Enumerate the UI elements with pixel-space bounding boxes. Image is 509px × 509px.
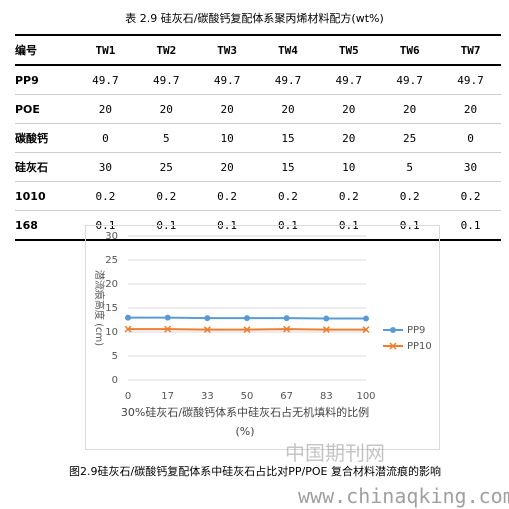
cell: 20 bbox=[75, 94, 136, 124]
cell: 0.2 bbox=[318, 181, 380, 211]
marker bbox=[283, 315, 290, 322]
y-tick-label: 25 bbox=[105, 255, 118, 266]
cell: 5 bbox=[135, 123, 197, 153]
cell: 0.2 bbox=[135, 181, 197, 211]
cell: 49.7 bbox=[318, 65, 380, 95]
marker bbox=[363, 315, 369, 322]
table-row: 硅灰石 30 25 20 15 10 5 30 bbox=[15, 152, 501, 182]
cell: 碳酸钙 bbox=[15, 123, 75, 153]
cell: 硅灰石 bbox=[15, 152, 75, 182]
cell: 20 bbox=[196, 152, 258, 182]
header-cell: TW7 bbox=[440, 34, 501, 66]
header-cell: TW2 bbox=[135, 34, 197, 66]
table-row: PP9 49.7 49.7 49.7 49.7 49.7 49.7 49.7 bbox=[15, 65, 501, 95]
legend-label: PP10 bbox=[407, 341, 432, 352]
y-tick-label: 0 bbox=[112, 375, 118, 386]
x-axis-label: 30%硅灰石/碳酸钙体系中硅灰石占无机填料的比例 (%) bbox=[120, 406, 370, 438]
legend-marker bbox=[389, 342, 397, 350]
cell: PP9 bbox=[15, 65, 75, 95]
cell: 10 bbox=[318, 152, 380, 182]
cell: POE bbox=[15, 94, 75, 124]
cell: 49.7 bbox=[135, 65, 197, 95]
header-cell: 编号 bbox=[15, 34, 75, 66]
y-tick-label: 5 bbox=[112, 351, 118, 362]
x-tick-label: 33 bbox=[201, 391, 214, 402]
x-tick-label: 50 bbox=[241, 391, 254, 402]
cell: 20 bbox=[379, 94, 441, 124]
table-row: 编号 TW1 TW2 TW3 TW4 TW5 TW6 TW7 bbox=[15, 34, 501, 66]
cell: 0.2 bbox=[379, 181, 441, 211]
x-tick-label: 17 bbox=[161, 391, 174, 402]
caption: 图2.9硅灰石/碳酸钙复配体系中硅灰石占比对PP/POE 复合材料潜流痕的影响 bbox=[69, 465, 441, 478]
table: 编号 TW1 TW2 TW3 TW4 TW5 TW6 TW7 PP9 49.7 49.7 49.7 49… bbox=[15, 34, 501, 241]
cell: 10 bbox=[196, 123, 258, 153]
y-tick-label: 10 bbox=[105, 327, 118, 338]
cell: 20 bbox=[318, 94, 380, 124]
cell: 49.7 bbox=[440, 65, 501, 95]
x-tick-label: 67 bbox=[280, 391, 293, 402]
cell: 20 bbox=[318, 123, 380, 153]
cell: 49.7 bbox=[379, 65, 441, 95]
cell: 0.2 bbox=[440, 181, 501, 211]
y-tick-label: 20 bbox=[105, 279, 118, 290]
marker bbox=[362, 326, 370, 334]
cell: 15 bbox=[257, 152, 319, 182]
marker bbox=[244, 315, 250, 322]
header-cell: TW4 bbox=[257, 34, 319, 66]
y-tick-label: 15 bbox=[105, 303, 118, 314]
cell: 0.2 bbox=[196, 181, 258, 211]
x-tick-label: 83 bbox=[320, 391, 333, 402]
marker bbox=[124, 325, 132, 333]
marker bbox=[283, 325, 291, 333]
cell: 1010 bbox=[15, 181, 75, 211]
cell: 25 bbox=[379, 123, 441, 153]
cell: 49.7 bbox=[75, 65, 136, 95]
cell: 0 bbox=[440, 123, 501, 153]
cell: 0.2 bbox=[75, 181, 136, 211]
y-tick-label: 30 bbox=[105, 231, 118, 242]
marker bbox=[243, 326, 251, 334]
cell: 49.7 bbox=[196, 65, 258, 95]
cell: 20 bbox=[196, 94, 258, 124]
watermark-url: www.chinaqking.com bbox=[298, 484, 509, 508]
cell: 25 bbox=[135, 152, 197, 182]
marker bbox=[125, 314, 131, 321]
cell: 20 bbox=[257, 94, 319, 124]
marker bbox=[204, 315, 211, 322]
chart: 潜流痕高度 (cm) 0 5 10 15 20 25 30 0 17 33 50 67 83 100 PP9… bbox=[85, 225, 440, 450]
cell: 5 bbox=[379, 152, 441, 182]
table-title: 表 2.9 硅灰石/碳酸钙复配体系聚丙烯材料配方(wt%) bbox=[125, 12, 384, 25]
table-row: 碳酸钙 0 5 10 15 20 25 0 bbox=[15, 123, 501, 153]
cell: 20 bbox=[135, 94, 197, 124]
cell: 49.7 bbox=[257, 65, 319, 95]
chart-border bbox=[85, 225, 440, 450]
table-row: POE 20 20 20 20 20 20 20 bbox=[15, 94, 501, 124]
x-tick-label: 0 bbox=[125, 391, 131, 402]
cell: 0.2 bbox=[257, 181, 319, 211]
cell: 0 bbox=[75, 123, 136, 153]
cell: 20 bbox=[440, 94, 501, 124]
legend-label: PP9 bbox=[407, 325, 425, 336]
cell: 0.1 bbox=[440, 210, 501, 241]
cell: 30 bbox=[75, 152, 136, 182]
header-cell: TW1 bbox=[75, 34, 136, 66]
cell: 168 bbox=[15, 210, 75, 241]
marker bbox=[323, 315, 330, 322]
cell: 15 bbox=[257, 123, 319, 153]
header-cell: TW6 bbox=[379, 34, 441, 66]
marker bbox=[164, 314, 171, 321]
marker bbox=[164, 325, 172, 333]
cell: 30 bbox=[440, 152, 501, 182]
header-cell: TW3 bbox=[196, 34, 258, 66]
table-row: 1010 0.2 0.2 0.2 0.2 0.2 0.2 0.2 bbox=[15, 181, 501, 211]
y-axis-label: 潜流痕高度 (cm) bbox=[93, 270, 106, 346]
watermark: 中国期刊网 bbox=[285, 441, 385, 465]
x-tick-label: 100 bbox=[356, 391, 375, 402]
legend-marker bbox=[390, 327, 396, 333]
header-cell: TW5 bbox=[318, 34, 380, 66]
marker bbox=[203, 326, 211, 334]
marker bbox=[322, 326, 330, 334]
